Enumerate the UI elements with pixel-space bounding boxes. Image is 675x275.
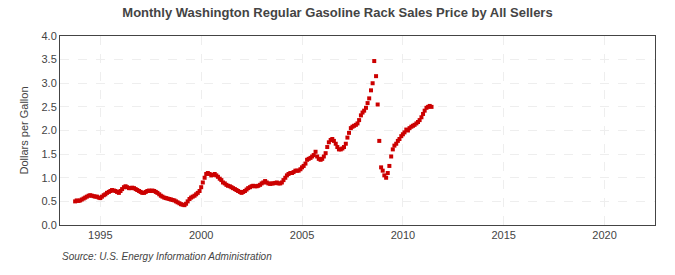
svg-text:Dollars per Gallon: Dollars per Gallon <box>18 86 30 174</box>
svg-text:2015: 2015 <box>491 229 515 241</box>
svg-text:3.0: 3.0 <box>42 77 57 89</box>
svg-text:3.5: 3.5 <box>42 53 57 65</box>
svg-text:2.5: 2.5 <box>42 101 57 113</box>
svg-text:1995: 1995 <box>88 229 112 241</box>
svg-text:Source: U.S. Energy Informatio: Source: U.S. Energy Information Administ… <box>62 251 272 262</box>
svg-text:4.0: 4.0 <box>42 30 57 42</box>
svg-text:Monthly Washington Regular Gas: Monthly Washington Regular Gasoline Rack… <box>122 5 552 20</box>
svg-text:1.5: 1.5 <box>42 148 57 160</box>
svg-text:2010: 2010 <box>391 229 415 241</box>
svg-text:2005: 2005 <box>290 229 314 241</box>
svg-text:2.0: 2.0 <box>42 124 57 136</box>
svg-text:0.5: 0.5 <box>42 195 57 207</box>
svg-text:1.0: 1.0 <box>42 172 57 184</box>
svg-text:2000: 2000 <box>189 229 213 241</box>
svg-text:2020: 2020 <box>592 229 616 241</box>
svg-text:0.0: 0.0 <box>42 219 57 231</box>
